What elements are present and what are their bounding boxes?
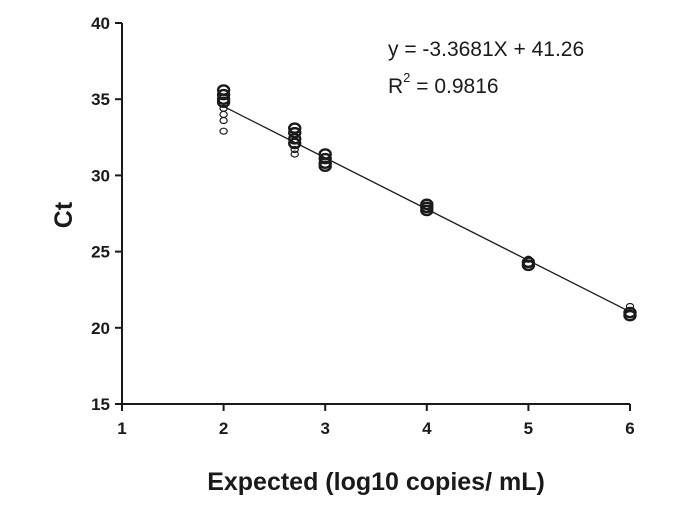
- data-point: [219, 110, 228, 119]
- y-axis-title: Ct: [50, 201, 78, 228]
- x-tick-label: 6: [625, 419, 634, 438]
- x-axis-title: Expected (log10 copies/ mL): [207, 468, 545, 496]
- data-point: [288, 126, 302, 139]
- data-point: [290, 150, 299, 158]
- y-tick-label: 15: [91, 395, 110, 414]
- data-point: [219, 116, 228, 125]
- y-tick-label: 35: [91, 90, 110, 109]
- x-tick-label: 5: [524, 419, 533, 438]
- data-point: [288, 133, 302, 145]
- data-point: [219, 127, 228, 135]
- data-point: [290, 145, 299, 154]
- r-squared-exponent: 2: [403, 70, 410, 85]
- x-axis-ticks: 1 2 3 4 5 6: [117, 404, 635, 438]
- data-point: [216, 88, 231, 101]
- data-point: [288, 137, 302, 150]
- x-tick-label: 4: [422, 419, 432, 438]
- data-point: [318, 160, 332, 173]
- y-tick-label: 25: [91, 243, 110, 262]
- data-point: [318, 152, 332, 165]
- y-axis-ticks: 15 20 25 30 35 40: [91, 14, 122, 414]
- y-tick-label: 40: [91, 14, 110, 33]
- regression-equation: y = -3.3681X + 41.26: [388, 38, 584, 61]
- x-tick-label: 3: [320, 419, 329, 438]
- x-tick-label: 1: [117, 419, 126, 438]
- data-point: [521, 259, 536, 272]
- r-squared-letter: R: [388, 75, 403, 98]
- y-tick-label: 30: [91, 166, 110, 185]
- data-point: [420, 204, 434, 217]
- data-point: [623, 309, 637, 322]
- r-squared-value: = 0.9816: [410, 75, 498, 98]
- data-points: [216, 84, 637, 322]
- r-squared-label: R2 = 0.9816: [388, 70, 499, 98]
- data-point: [625, 302, 635, 311]
- data-point: [288, 122, 302, 134]
- data-point: [216, 96, 231, 109]
- x-tick-label: 2: [219, 419, 228, 438]
- y-tick-label: 20: [91, 319, 110, 338]
